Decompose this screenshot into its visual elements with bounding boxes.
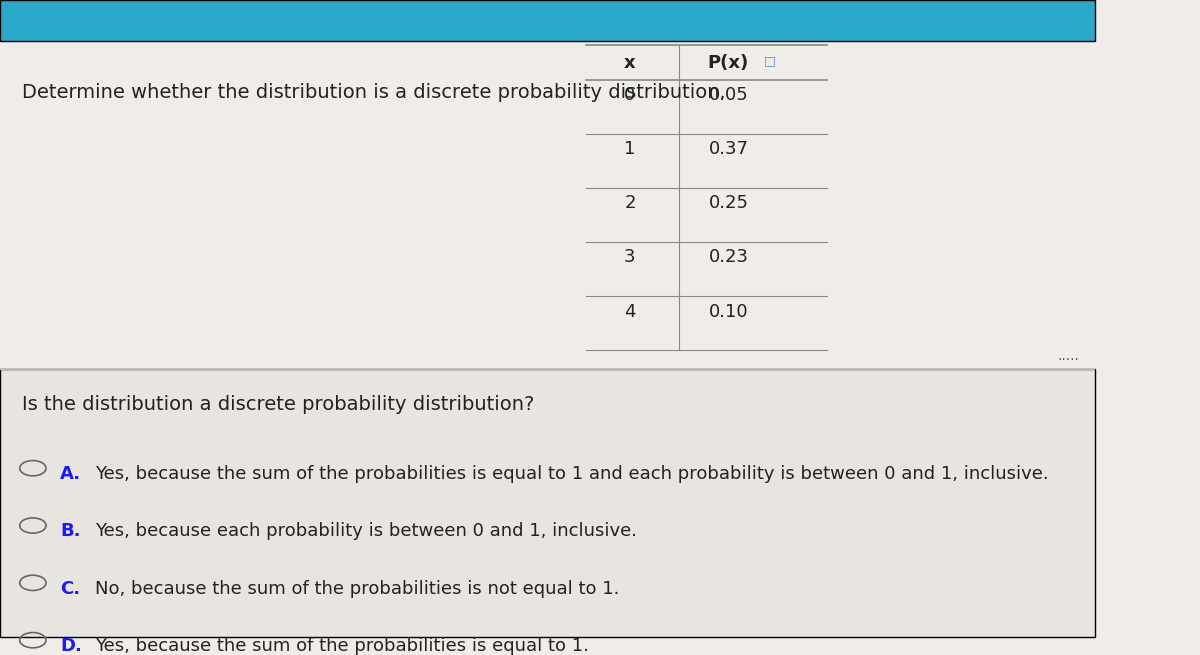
Text: Yes, because the sum of the probabilities is equal to 1 and each probability is : Yes, because the sum of the probabilitie… (95, 465, 1049, 483)
Text: 1: 1 (624, 140, 636, 158)
Text: 0.10: 0.10 (709, 303, 749, 320)
Text: 4: 4 (624, 303, 636, 320)
Text: 0.37: 0.37 (708, 140, 749, 158)
Text: A.: A. (60, 465, 82, 483)
Text: Determine whether the distribution is a discrete probability distribution.: Determine whether the distribution is a … (22, 83, 726, 102)
Text: 0: 0 (624, 86, 636, 104)
Text: 0.23: 0.23 (708, 248, 749, 267)
Text: D.: D. (60, 637, 82, 655)
Text: P(x): P(x) (708, 54, 749, 72)
Text: 0.05: 0.05 (709, 86, 749, 104)
Text: C.: C. (60, 580, 80, 597)
Text: x: x (624, 54, 636, 72)
Text: 2: 2 (624, 195, 636, 212)
Text: Yes, because the sum of the probabilities is equal to 1.: Yes, because the sum of the probabilitie… (95, 637, 589, 655)
FancyBboxPatch shape (0, 369, 1096, 637)
Text: .....: ..... (1057, 349, 1079, 363)
Text: B.: B. (60, 522, 80, 540)
Text: Is the distribution a discrete probability distribution?: Is the distribution a discrete probabili… (22, 395, 534, 414)
Text: Yes, because each probability is between 0 and 1, inclusive.: Yes, because each probability is between… (95, 522, 637, 540)
Text: 0.25: 0.25 (708, 195, 749, 212)
Text: 3: 3 (624, 248, 636, 267)
Text: No, because the sum of the probabilities is not equal to 1.: No, because the sum of the probabilities… (95, 580, 619, 597)
Text: □: □ (764, 54, 776, 67)
FancyBboxPatch shape (0, 0, 1096, 41)
